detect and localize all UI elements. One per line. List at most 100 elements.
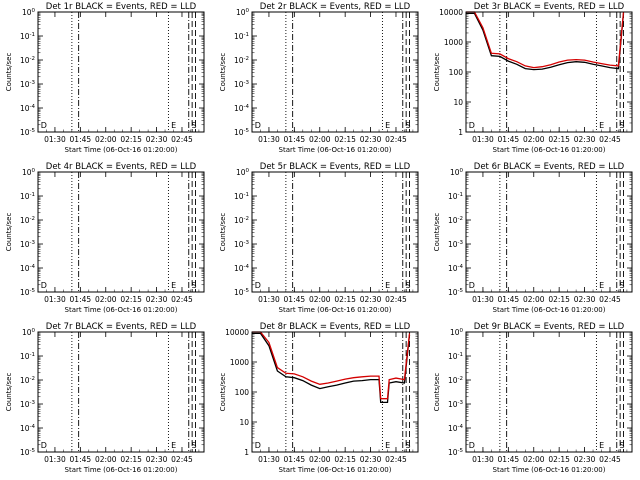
chart-panel: Det 7r BLACK = Events, RED = LLD 100 10-1 1… (5, 322, 205, 474)
x-tick-label: 01:45 (70, 295, 92, 304)
events-series-line (252, 332, 411, 404)
chart-panel: Det 4r BLACK = Events, RED = LLD 100 10-1 1… (5, 162, 205, 314)
plot-frame (465, 331, 633, 453)
x-tick-label: 02:15 (334, 455, 356, 464)
y-tick-label: 100 (450, 328, 464, 337)
y-tick-label: 100 (22, 8, 36, 17)
x-tick-label: 02:00 (523, 455, 545, 464)
y-tick-label: 10-1 (448, 352, 463, 361)
event-marker-label: S (405, 281, 410, 290)
y-axis-label: Counts/sec (433, 53, 441, 92)
chart-title: Det 5r BLACK = Events, RED = LLD (260, 162, 411, 172)
x-tick-label: 02:30 (574, 295, 596, 304)
event-marker-label: D (469, 281, 475, 290)
x-tick-label: 02:00 (523, 295, 545, 304)
x-tick-label: 01:30 (258, 455, 280, 464)
chart-title: Det 3r BLACK = Events, RED = LLD (474, 2, 625, 12)
y-tick-label: 10-2 (20, 376, 35, 385)
event-marker-label: E (171, 281, 176, 290)
y-tick-label: 10-5 (234, 288, 250, 297)
y-tick-label: 10-3 (448, 240, 464, 249)
plot-frame (37, 171, 205, 293)
event-marker-label: S (191, 441, 196, 450)
event-marker-label: S (619, 281, 624, 290)
event-marker-label: E (385, 281, 390, 290)
lld-series-line (252, 331, 411, 400)
x-axis-label: Start Time (06-Oct-16 01:20:00) (65, 146, 178, 154)
y-axis-label: Counts/sec (5, 53, 13, 92)
y-tick-label: 10-5 (448, 448, 464, 457)
y-tick-label: 10-3 (234, 240, 250, 249)
x-tick-label: 02:45 (599, 135, 621, 144)
y-tick-label: 100 (22, 168, 36, 177)
plot-frame (37, 331, 205, 453)
y-axis-label: Counts/sec (433, 373, 441, 412)
x-tick-label: 02:00 (523, 135, 545, 144)
x-tick-label: 02:15 (120, 295, 142, 304)
x-tick-label: 01:45 (284, 455, 306, 464)
x-tick-label: 02:45 (171, 135, 193, 144)
event-marker-label: S (405, 441, 410, 450)
x-tick-label: 02:30 (574, 455, 596, 464)
y-tick-label: 10-4 (234, 104, 250, 113)
event-marker-label: D (255, 121, 261, 130)
x-tick-label: 02:45 (171, 455, 193, 464)
y-tick-label: 1 (458, 128, 463, 137)
x-tick-label: 02:00 (309, 455, 331, 464)
x-axis-label: Start Time (06-Oct-16 01:20:00) (493, 306, 606, 314)
event-marker-label: S (405, 121, 410, 130)
x-tick-label: 02:00 (95, 135, 117, 144)
chart-title: Det 2r BLACK = Events, RED = LLD (260, 2, 411, 12)
chart-panel: Det 9r BLACK = Events, RED = LLD 100 10-1 1… (433, 322, 633, 474)
chart-panel: Det 1r BLACK = Events, RED = LLD 100 10-1 1… (5, 2, 205, 154)
x-axis-label: Start Time (06-Oct-16 01:20:00) (493, 466, 606, 474)
y-tick-label: 10 (239, 418, 249, 427)
chart-title: Det 1r BLACK = Events, RED = LLD (46, 2, 197, 12)
x-tick-label: 02:30 (146, 135, 168, 144)
event-marker-label: E (599, 441, 604, 450)
x-axis-label: Start Time (06-Oct-16 01:20:00) (493, 146, 606, 154)
event-marker-label: E (599, 281, 604, 290)
x-tick-label: 02:30 (360, 295, 382, 304)
y-tick-label: 10-5 (20, 288, 36, 297)
x-tick-label: 01:30 (44, 135, 66, 144)
event-marker-label: S (619, 441, 624, 450)
plot-frame (251, 11, 419, 133)
x-tick-label: 02:30 (146, 455, 168, 464)
x-tick-label: 02:30 (360, 135, 382, 144)
y-tick-label: 10-3 (20, 400, 36, 409)
y-axis-label: Counts/sec (5, 213, 13, 252)
x-tick-label: 02:45 (385, 295, 407, 304)
y-tick-label: 10-2 (20, 216, 35, 225)
y-tick-label: 10-5 (20, 448, 36, 457)
events-series-line (466, 12, 625, 71)
y-tick-label: 10-1 (234, 192, 249, 201)
y-tick-label: 10-1 (20, 352, 35, 361)
x-tick-label: 01:30 (258, 135, 280, 144)
y-tick-label: 10-3 (20, 80, 36, 89)
y-tick-label: 10-4 (448, 424, 464, 433)
event-marker-label: S (191, 121, 196, 130)
x-tick-label: 02:45 (599, 455, 621, 464)
plot-frame (251, 331, 419, 453)
event-marker-label: D (469, 441, 475, 450)
y-tick-label: 100 (236, 8, 250, 17)
plot-frame (465, 11, 633, 133)
chart-title: Det 8r BLACK = Events, RED = LLD (260, 322, 411, 332)
y-tick-label: 10-2 (234, 216, 249, 225)
y-axis-label: Counts/sec (433, 213, 441, 252)
chart-panel: Det 6r BLACK = Events, RED = LLD 100 10-1 1… (433, 162, 633, 314)
event-marker-label: D (255, 281, 261, 290)
event-marker-label: E (385, 441, 390, 450)
y-tick-label: 10-4 (20, 264, 36, 273)
chart-panel: Det 2r BLACK = Events, RED = LLD 100 10-1 1… (219, 2, 419, 154)
y-tick-label: 1000 (230, 358, 249, 367)
plot-frame (251, 171, 419, 293)
event-marker-label: E (385, 121, 390, 130)
y-axis-label: Counts/sec (5, 373, 13, 412)
event-marker-label: E (171, 121, 176, 130)
y-tick-label: 10 (453, 98, 463, 107)
chart-panel: Det 3r BLACK = Events, RED = LLD10000100… (433, 2, 633, 154)
x-axis-label: Start Time (06-Oct-16 01:20:00) (279, 306, 392, 314)
x-tick-label: 01:45 (498, 455, 520, 464)
